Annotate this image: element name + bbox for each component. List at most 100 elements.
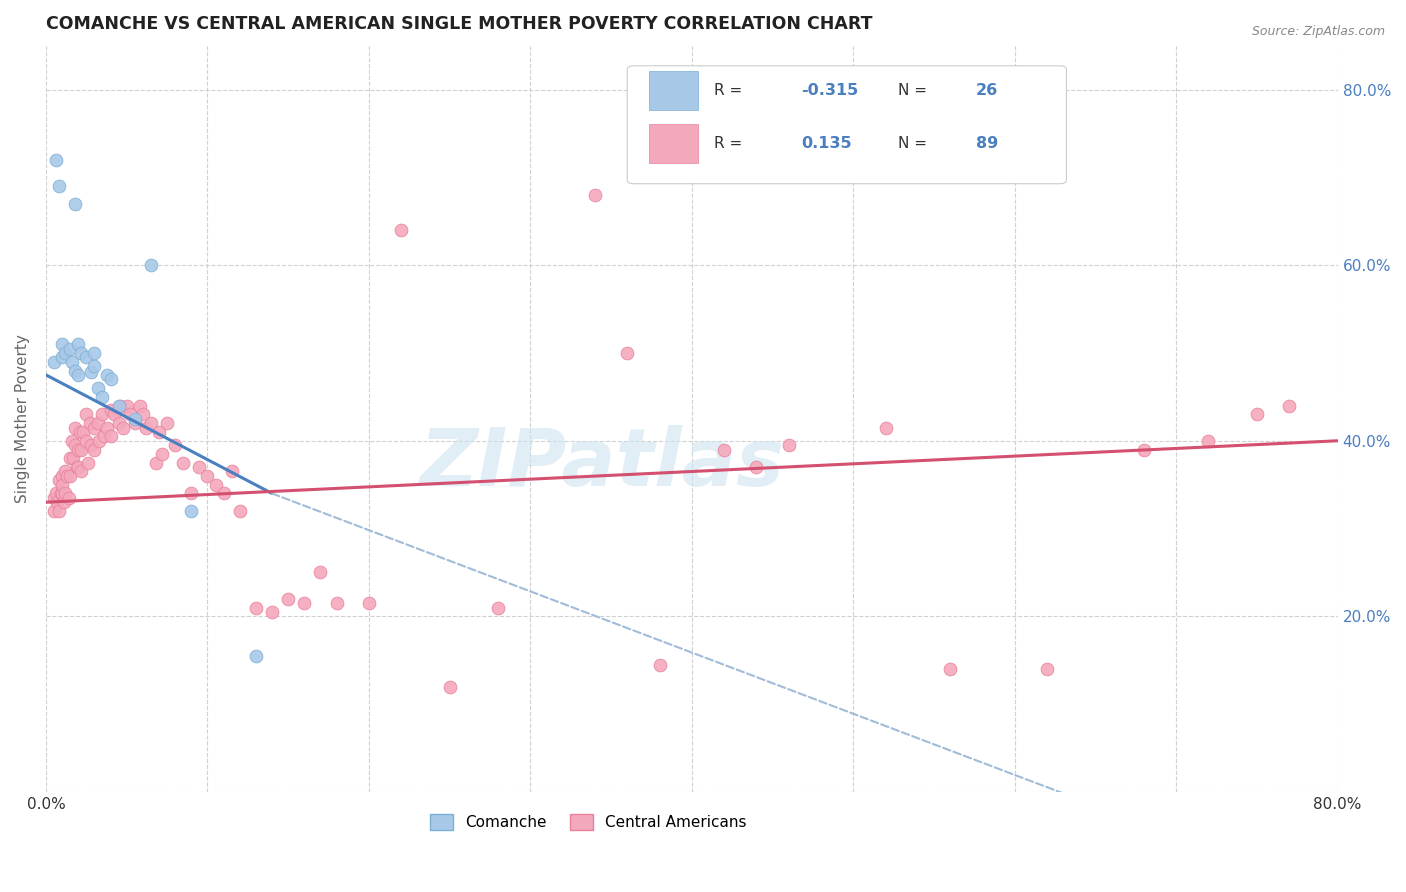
Point bbox=[135, 420, 157, 434]
Point bbox=[1198, 434, 1220, 448]
Point bbox=[389, 223, 412, 237]
Point bbox=[309, 566, 332, 580]
Point bbox=[188, 460, 211, 475]
Point bbox=[648, 657, 671, 672]
Point bbox=[42, 355, 65, 369]
FancyBboxPatch shape bbox=[627, 66, 1066, 184]
Point bbox=[583, 188, 606, 202]
Point bbox=[62, 451, 84, 466]
Point bbox=[139, 416, 162, 430]
Point bbox=[59, 469, 82, 483]
Point bbox=[325, 596, 347, 610]
Point bbox=[63, 420, 86, 434]
Point bbox=[75, 408, 97, 422]
Text: 89: 89 bbox=[976, 136, 998, 152]
Point bbox=[83, 359, 105, 373]
FancyBboxPatch shape bbox=[650, 124, 699, 163]
Point bbox=[486, 600, 509, 615]
Point bbox=[197, 469, 219, 483]
Point bbox=[83, 442, 105, 457]
Point bbox=[128, 399, 150, 413]
Point bbox=[67, 442, 90, 457]
Point bbox=[83, 420, 105, 434]
Point bbox=[67, 337, 90, 351]
Point bbox=[72, 425, 94, 439]
Point bbox=[204, 477, 226, 491]
Point bbox=[124, 416, 146, 430]
Point bbox=[357, 596, 380, 610]
Point bbox=[49, 486, 72, 500]
Point bbox=[67, 368, 90, 382]
Point bbox=[713, 442, 735, 457]
Point bbox=[52, 495, 75, 509]
Point bbox=[145, 456, 167, 470]
Point bbox=[75, 351, 97, 365]
Point bbox=[70, 465, 93, 479]
Point bbox=[69, 425, 91, 439]
Point bbox=[228, 504, 250, 518]
Point bbox=[616, 346, 638, 360]
Point bbox=[59, 451, 82, 466]
Point bbox=[45, 486, 67, 500]
Point bbox=[86, 416, 108, 430]
Text: N =: N = bbox=[898, 136, 932, 152]
Point bbox=[70, 346, 93, 360]
Point bbox=[100, 429, 122, 443]
Point bbox=[83, 346, 105, 360]
Point bbox=[124, 412, 146, 426]
Point bbox=[439, 680, 461, 694]
Point bbox=[58, 491, 80, 505]
Point bbox=[212, 486, 235, 500]
Text: R =: R = bbox=[714, 136, 752, 152]
Point bbox=[103, 408, 125, 422]
FancyBboxPatch shape bbox=[650, 71, 699, 110]
Y-axis label: Single Mother Poverty: Single Mother Poverty bbox=[15, 334, 30, 503]
Point bbox=[66, 460, 89, 475]
Point bbox=[132, 408, 155, 422]
Point bbox=[939, 662, 962, 676]
Point bbox=[59, 342, 82, 356]
Point bbox=[48, 504, 70, 518]
Point bbox=[63, 196, 86, 211]
Point bbox=[292, 596, 315, 610]
Text: N =: N = bbox=[898, 83, 932, 98]
Point bbox=[107, 416, 129, 430]
Point bbox=[91, 390, 114, 404]
Point bbox=[118, 408, 141, 422]
Point bbox=[110, 399, 132, 413]
Point bbox=[67, 460, 90, 475]
Point bbox=[1246, 408, 1268, 422]
Point bbox=[51, 337, 73, 351]
Legend: Comanche, Central Americans: Comanche, Central Americans bbox=[425, 808, 752, 837]
Point bbox=[221, 465, 243, 479]
Point bbox=[80, 438, 103, 452]
Point bbox=[875, 420, 897, 434]
Text: ZIPatlas: ZIPatlas bbox=[419, 425, 785, 502]
Point bbox=[148, 425, 170, 439]
Point bbox=[107, 399, 129, 413]
Point bbox=[96, 420, 118, 434]
Point bbox=[42, 491, 65, 505]
Point bbox=[156, 416, 179, 430]
Point bbox=[60, 355, 83, 369]
Point bbox=[42, 504, 65, 518]
Point bbox=[75, 434, 97, 448]
Point bbox=[778, 438, 800, 452]
Point bbox=[89, 434, 111, 448]
Point bbox=[86, 381, 108, 395]
Point bbox=[260, 605, 283, 619]
Point bbox=[51, 351, 73, 365]
Point bbox=[48, 179, 70, 194]
Point bbox=[53, 346, 76, 360]
Point bbox=[150, 447, 173, 461]
Text: 26: 26 bbox=[976, 83, 998, 98]
Point bbox=[180, 486, 202, 500]
Point bbox=[79, 416, 101, 430]
Point bbox=[56, 469, 79, 483]
Point bbox=[165, 438, 187, 452]
Text: -0.315: -0.315 bbox=[801, 83, 859, 98]
Point bbox=[46, 495, 69, 509]
Point bbox=[63, 363, 86, 377]
Point bbox=[115, 399, 138, 413]
Point bbox=[53, 486, 76, 500]
